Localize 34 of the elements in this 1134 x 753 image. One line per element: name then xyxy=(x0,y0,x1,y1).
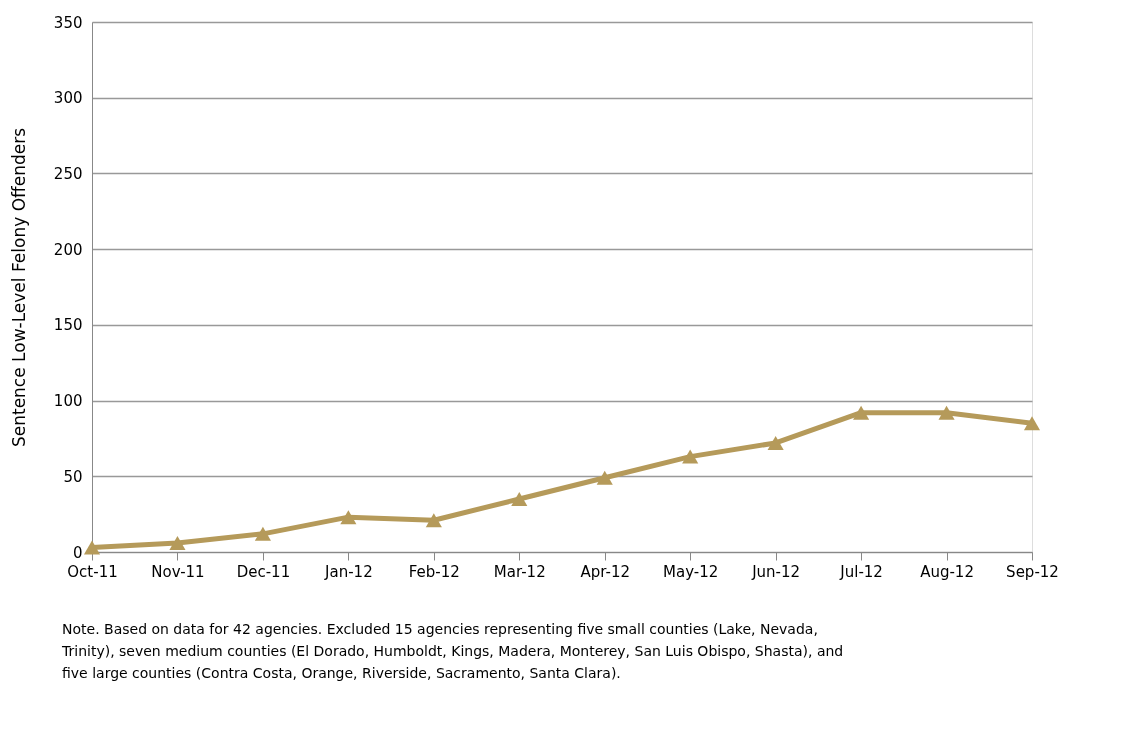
point xyxy=(169,535,186,550)
x-tick-label: Sep-12 xyxy=(1006,562,1059,581)
y-axis-title: Sentence Low-Level Felony Offenders xyxy=(8,127,29,448)
y-tick-label: 0 xyxy=(72,543,83,562)
y-tick-label: 300 xyxy=(53,89,83,108)
point xyxy=(853,405,870,420)
x-tick-label: Nov-11 xyxy=(151,562,205,581)
y-tick-label: 100 xyxy=(53,392,83,411)
text: Note. Based on data for 42 agencies. Excluded 15 agencies representing five small counties (Lake, Nevada, Trinity), seven medium counties (El Dorado, Humboldt, Kings, Madera, Monterey, San Luis Obispo, Shasta), and five large counties (Contra Costa, Orange, Riverside, Sacramento, Santa Clara). xyxy=(61,621,844,681)
y-tick-label: 250 xyxy=(53,164,83,183)
point xyxy=(83,540,101,555)
point xyxy=(767,435,784,450)
y-tick-label: 150 xyxy=(53,316,83,335)
y-tick-label: 200 xyxy=(53,240,83,259)
x-tick-label: Mar-12 xyxy=(493,562,546,581)
point xyxy=(511,492,528,506)
point xyxy=(682,449,699,464)
point xyxy=(254,526,271,541)
x-tick-label: Aug-12 xyxy=(920,562,974,581)
y-tick-label: 350 xyxy=(53,13,83,32)
point xyxy=(938,405,955,420)
x-tick-label: Apr-12 xyxy=(580,562,630,581)
point xyxy=(1023,416,1041,431)
point xyxy=(340,510,357,525)
x-tick-label: Jun-12 xyxy=(751,562,801,581)
x-tick-label: Feb-12 xyxy=(408,562,460,581)
point xyxy=(425,513,442,528)
y-tick-label: 50 xyxy=(63,467,83,486)
x-tick-label: May-12 xyxy=(663,562,719,581)
point xyxy=(596,470,613,485)
x-tick-label: Dec-11 xyxy=(236,562,291,581)
x-tick-label: Jan-12 xyxy=(324,562,373,581)
x-tick-label: Oct-11 xyxy=(67,562,118,581)
x-tick-label: Jul-12 xyxy=(839,562,883,581)
